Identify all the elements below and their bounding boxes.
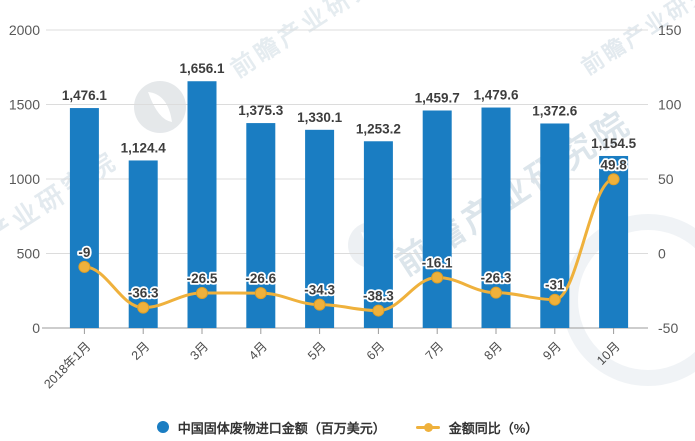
line-point-marker xyxy=(607,173,620,186)
x-axis-category-label: 5月 xyxy=(305,339,329,363)
bar xyxy=(128,160,158,328)
x-axis-category-label: 7月 xyxy=(423,339,447,363)
bar-value-label: 1,253.2 xyxy=(356,121,401,136)
line-series-label: 金额同比（%） xyxy=(448,420,539,436)
chart-legend: 中国固体废物进口金额（百万美元） 金额同比（%） xyxy=(0,413,695,441)
right-axis-tick-label: 0 xyxy=(658,246,666,262)
line-value-label: -26.3 xyxy=(481,271,512,286)
bar xyxy=(187,81,217,329)
line-series-group: -9 -36.3 -26.5 -26.6 -34.3 -38.3 -16.1 -26.3 -31… xyxy=(77,156,629,317)
line-value-label: -34.3 xyxy=(304,283,335,298)
x-axis-category-label: 6月 xyxy=(364,339,388,363)
bar-value-label: 1,476.1 xyxy=(62,88,108,103)
bar-value-label: 1,372.6 xyxy=(532,103,578,118)
bar-value-label: 1,479.6 xyxy=(473,88,519,103)
gridlines-group: 2000 150 1500 100 1000 50 500 0 0 -50 xyxy=(9,22,682,336)
right-axis-tick-label: -50 xyxy=(658,320,678,336)
x-axis-group: 2018年1月 2月 3月 4月 5月 6月 7月 8月 9月 10月 xyxy=(41,328,623,391)
line-value-label: -36.3 xyxy=(128,286,159,301)
line-path xyxy=(82,177,616,313)
bar-value-label: 1,154.5 xyxy=(591,136,637,151)
bar xyxy=(363,141,393,328)
line-series-swatch-icon xyxy=(415,421,440,433)
combo-chart-canvas: 2000 150 1500 100 1000 50 500 0 0 -50 2018年1月 2月 3月 4… xyxy=(9,22,682,391)
bar-value-label: 1,459.7 xyxy=(415,91,460,106)
left-axis-tick-label: 0 xyxy=(32,320,40,336)
x-axis-category-label: 9月 xyxy=(540,339,564,363)
left-axis-tick-label: 1500 xyxy=(9,97,40,113)
left-axis-tick-label: 2000 xyxy=(9,22,40,38)
line-point-marker xyxy=(137,301,150,314)
bar xyxy=(305,129,335,328)
bar-value-label: 1,375.3 xyxy=(238,103,284,118)
x-axis-category-label: 2018年1月 xyxy=(41,339,93,391)
line-value-label: -26.6 xyxy=(245,271,276,286)
bar-value-label: 1,656.1 xyxy=(179,61,225,76)
bar xyxy=(69,108,99,328)
x-axis-category-label: 3月 xyxy=(187,339,211,363)
line-point-marker xyxy=(254,287,267,300)
bar-value-label: 1,124.4 xyxy=(121,140,167,155)
right-axis-tick-label: 100 xyxy=(658,97,682,113)
line-point-marker xyxy=(431,271,444,284)
x-axis-category-label: 8月 xyxy=(481,339,505,363)
bar-series-group: 1,476.1 1,124.4 1,656.1 1,375.3 1,330.1 1,253… xyxy=(62,61,637,329)
bar-value-label: 1,330.1 xyxy=(297,110,343,125)
line-point-marker xyxy=(490,286,502,299)
left-axis-tick-label: 500 xyxy=(17,246,41,262)
line-value-label: -31 xyxy=(545,278,565,293)
right-axis-tick-label: 50 xyxy=(658,171,674,187)
line-point-marker xyxy=(372,304,385,317)
line-value-label: -26.5 xyxy=(187,271,218,286)
bar-series-label: 中国固体废物进口金额（百万美元） xyxy=(177,420,386,436)
bar xyxy=(422,110,452,328)
x-axis-category-label: 10月 xyxy=(594,339,623,368)
line-value-label: -16.1 xyxy=(422,255,453,270)
x-axis-category-label: 4月 xyxy=(246,339,270,363)
line-value-label: 49.8 xyxy=(600,157,627,172)
left-axis-tick-label: 1000 xyxy=(9,171,40,187)
line-point-marker xyxy=(313,298,326,311)
line-point-marker xyxy=(548,293,561,306)
line-value-label: -9 xyxy=(78,245,90,260)
line-point-marker xyxy=(78,260,91,273)
line-point-marker xyxy=(196,286,208,299)
legend-item-line-series: 金额同比（%） xyxy=(415,418,539,437)
legend-item-bar-series: 中国固体废物进口金额（百万美元） xyxy=(156,418,386,437)
x-axis-category-label: 2月 xyxy=(129,339,153,363)
line-value-label: -38.3 xyxy=(363,289,394,304)
right-axis-tick-label: 150 xyxy=(658,22,682,38)
bar-series-swatch-icon xyxy=(156,421,169,433)
